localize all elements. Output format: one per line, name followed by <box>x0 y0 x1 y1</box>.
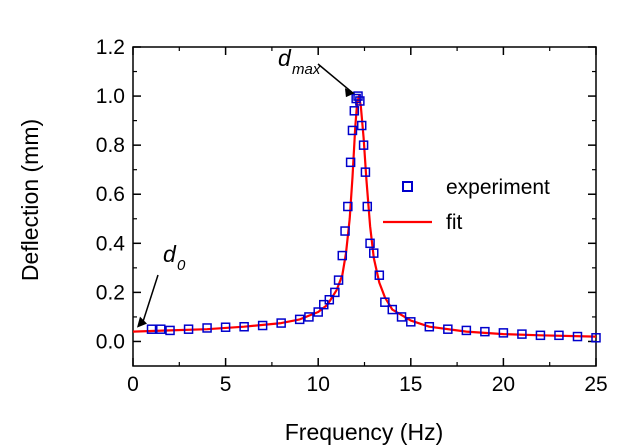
legend-experiment-marker <box>402 181 413 192</box>
experiment-point <box>443 324 453 334</box>
experiment-point <box>461 325 472 336</box>
x-tick-label: 5 <box>220 373 232 396</box>
x-tick-label: 0 <box>127 373 139 396</box>
experiment-point <box>362 201 373 212</box>
experiment-point <box>313 307 323 317</box>
x-axis-title: Frequency (Hz) <box>285 419 443 445</box>
experiment-point <box>517 329 527 339</box>
x-tick-label: 10 <box>307 373 330 396</box>
experiment-point <box>333 275 344 285</box>
fit-line <box>132 95 597 338</box>
y-tick-label: 0.4 <box>96 232 126 255</box>
experiment-point <box>343 201 353 212</box>
d0-subscript: 0 <box>177 257 186 274</box>
experiment-point <box>156 324 166 334</box>
legend: experiment fit <box>383 176 550 234</box>
dmax-label: d <box>278 45 292 71</box>
y-tick-label: 0.6 <box>96 183 125 206</box>
axes: 0 5 10 15 20 25 0.0 0.2 0.4 0.6 0.8 1.0 1.2 <box>96 36 608 396</box>
dmax-arrow-line <box>317 63 354 94</box>
experiment-point <box>572 331 583 342</box>
experiment-series <box>146 91 601 343</box>
legend-fit-label: fit <box>446 211 463 234</box>
experiment-point <box>319 299 329 310</box>
y-tick-label: 0.0 <box>96 330 125 353</box>
experiment-point <box>337 250 348 261</box>
d0-label: d <box>163 241 177 267</box>
experiment-point <box>358 140 369 150</box>
experiment-point <box>554 330 564 341</box>
experiment-point <box>360 167 371 177</box>
y-tick-label: 0.8 <box>96 134 125 157</box>
experiment-point <box>165 325 175 336</box>
experiment-point <box>239 321 249 332</box>
x-tick-label: 25 <box>584 373 607 396</box>
experiment-point <box>396 312 407 322</box>
experiment-point <box>535 330 546 341</box>
experiment-point <box>374 270 385 280</box>
experiment-point <box>220 322 231 332</box>
experiment-point <box>349 106 360 116</box>
experiment-point <box>330 287 340 298</box>
y-axis-title: Deflection (mm) <box>17 119 43 281</box>
experiment-point <box>257 320 268 331</box>
experiment-point <box>356 120 367 131</box>
d0-arrow-line <box>142 274 159 322</box>
experiment-point <box>347 125 358 136</box>
experiment-point <box>353 91 363 101</box>
experiment-point <box>276 318 286 328</box>
experiment-point <box>591 333 601 343</box>
experiment-point <box>146 324 157 334</box>
experiment-point <box>406 317 416 327</box>
d0-arrow-head <box>137 316 147 328</box>
experiment-point <box>324 294 335 305</box>
y-tick-label: 1.2 <box>96 36 125 59</box>
dmax-subscript: max <box>292 61 321 78</box>
experiment-point <box>498 328 509 338</box>
experiment-point <box>355 96 365 106</box>
experiment-point <box>340 226 350 236</box>
experiment-point <box>345 157 356 168</box>
y-tick-label: 1.0 <box>96 85 125 108</box>
fit-series <box>132 95 597 338</box>
experiment-point <box>424 321 435 332</box>
experiment-point <box>294 314 305 325</box>
experiment-point <box>183 324 194 334</box>
experiment-point <box>387 304 398 315</box>
experiment-point <box>369 248 379 258</box>
plot-frame <box>132 46 597 367</box>
legend-experiment-label: experiment <box>446 176 550 199</box>
y-tick-label: 0.2 <box>96 281 125 304</box>
experiment-point <box>304 312 314 322</box>
dmax-arrow-head <box>344 88 355 98</box>
x-tick-label: 15 <box>399 373 422 396</box>
experiment-point <box>380 297 390 307</box>
experiment-point <box>365 238 375 249</box>
experiment-point <box>202 323 212 333</box>
x-tick-label: 20 <box>492 373 515 396</box>
experiment-point <box>480 326 490 337</box>
